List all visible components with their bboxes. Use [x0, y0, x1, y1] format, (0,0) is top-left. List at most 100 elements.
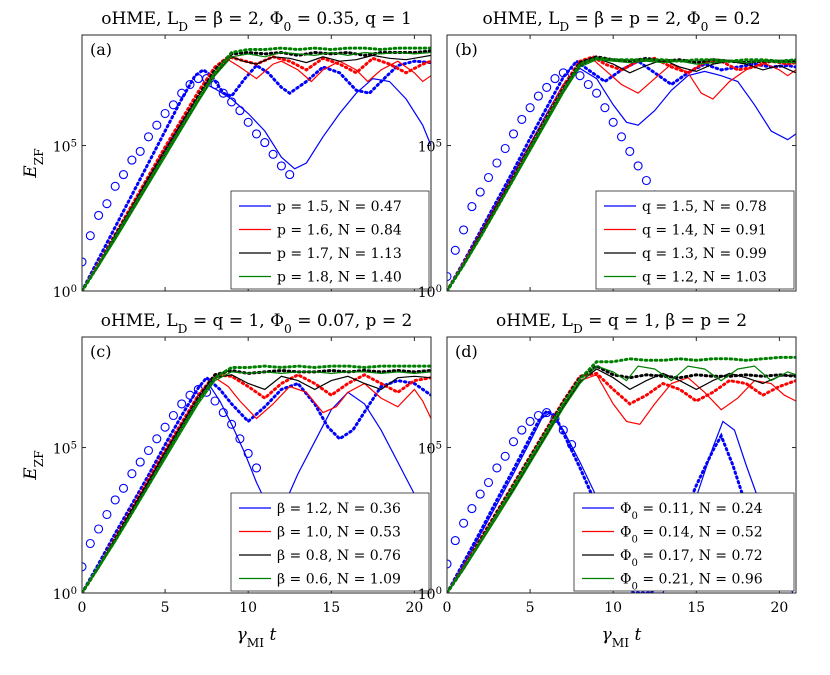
- series-marker: [447, 271, 452, 282]
- y-tick-label: 100: [53, 586, 77, 604]
- series-marker: [94, 524, 104, 534]
- series-marker: [542, 82, 552, 92]
- y-tick-label: 105: [418, 138, 442, 156]
- series-group: [447, 55, 796, 291]
- series-line-dotted: [82, 49, 431, 291]
- series-marker: [160, 108, 170, 119]
- series-marker: [517, 114, 527, 124]
- x-tick-label: 20: [770, 600, 788, 616]
- series-marker: [600, 103, 610, 113]
- x-tick-label: 15: [322, 600, 340, 616]
- legend-label: p = 1.8, N = 1.40: [277, 270, 402, 286]
- x-tick-label: 0: [78, 600, 87, 616]
- y-tick-label: 105: [53, 138, 77, 156]
- legend-label: Φ0 = 0.17, N = 0.72: [620, 548, 763, 569]
- y-tick-label: 100: [53, 284, 77, 302]
- series-line-dotted: [82, 375, 431, 593]
- series-line-dotted: [82, 46, 431, 291]
- series-marker: [533, 410, 543, 421]
- series-marker: [227, 97, 237, 107]
- series-marker: [118, 483, 129, 493]
- y-axis-label: EZF: [21, 450, 46, 480]
- legend-label: q = 1.3, N = 0.99: [642, 246, 767, 262]
- panel-title: oHME, LD = q = 1, Φ0 = 0.07, p = 2: [101, 311, 413, 336]
- series-marker: [251, 463, 262, 473]
- series-marker: [94, 210, 104, 220]
- series-group: [447, 355, 796, 593]
- series-group: [82, 46, 431, 291]
- x-tick-label: 10: [239, 600, 257, 616]
- legend-label: β = 0.6, N = 1.09: [277, 572, 401, 588]
- series-marker: [583, 79, 593, 90]
- series-marker: [185, 79, 195, 90]
- legend-label: β = 1.0, N = 0.53: [277, 525, 401, 541]
- series-marker: [152, 120, 162, 130]
- series-marker: [102, 509, 112, 520]
- series-marker: [492, 158, 502, 168]
- series-marker: [558, 425, 568, 435]
- x-axis-label: γMI t: [602, 625, 642, 650]
- series-marker: [447, 559, 452, 569]
- series-marker: [177, 88, 187, 98]
- panel-title: oHME, LD = q = 1, β = p = 2: [496, 311, 747, 336]
- axes-box: [81, 336, 432, 594]
- series-marker: [82, 562, 87, 572]
- series-marker: [218, 408, 228, 418]
- series-marker: [268, 149, 278, 159]
- series-marker: [450, 536, 460, 546]
- series-marker: [542, 408, 552, 418]
- panel-label: (d): [455, 342, 478, 361]
- legend: β = 1.2, N = 0.36 β = 1.0, N = 0.53 β = 0.…: [230, 492, 430, 592]
- legend-box: [230, 190, 430, 290]
- series-marker: [135, 146, 145, 156]
- series-marker: [483, 172, 494, 183]
- panel-b: oHME, LD = β = p = 2, Φ0 = 0.2 100 105 (b) q…: [418, 9, 797, 301]
- series-marker: [168, 100, 178, 110]
- series-marker: [251, 129, 262, 139]
- series-marker: [508, 437, 519, 447]
- series-marker: [592, 88, 602, 98]
- axes-box: [81, 34, 432, 292]
- series-marker: [243, 448, 253, 458]
- panel-title: oHME, LD = β = 2, Φ0 = 0.35, q = 1: [101, 9, 412, 34]
- series-marker: [459, 225, 469, 235]
- legend-label: p = 1.7, N = 1.13: [277, 246, 402, 262]
- series-marker: [508, 129, 519, 139]
- series-marker: [102, 199, 112, 209]
- legend: p = 1.5, N = 0.47 p = 1.6, N = 0.84 p = 1.…: [230, 190, 430, 290]
- legend-label: β = 1.2, N = 0.36: [277, 501, 401, 517]
- series-line-dotted: [82, 364, 431, 593]
- series-marker: [500, 143, 510, 154]
- series-group: [82, 364, 431, 593]
- series-marker: [210, 396, 220, 406]
- x-tick-label: 5: [161, 600, 170, 616]
- series-marker: [110, 495, 120, 505]
- series-marker: [235, 434, 245, 444]
- series-marker: [641, 175, 651, 186]
- legend-label: Φ0 = 0.21, N = 0.96: [620, 572, 763, 593]
- series-marker: [118, 170, 129, 180]
- legend-label: Φ0 = 0.14, N = 0.52: [620, 525, 763, 546]
- series-marker: [193, 74, 203, 84]
- panel-a: oHME, LD = β = 2, Φ0 = 0.35, q = 1 100 105…: [21, 9, 432, 302]
- series-marker: [459, 518, 469, 528]
- legend-label: p = 1.6, N = 0.84: [277, 223, 402, 239]
- series-marker: [525, 103, 535, 113]
- series-marker: [143, 132, 154, 142]
- axes-box: [446, 34, 797, 292]
- x-tick-label: 0: [443, 600, 452, 616]
- series-marker: [517, 425, 527, 435]
- series-marker: [218, 88, 228, 98]
- y-tick-label: 100: [418, 586, 442, 604]
- series-marker: [475, 489, 485, 499]
- series-marker: [227, 419, 237, 429]
- series-marker: [575, 71, 585, 81]
- y-axis-label: EZF: [21, 148, 46, 178]
- panel-label: (a): [90, 40, 112, 59]
- series-marker: [110, 181, 120, 191]
- series-marker: [567, 440, 577, 450]
- panel-title: oHME, LD = β = p = 2, Φ0 = 0.2: [482, 9, 760, 34]
- legend-label: q = 1.4, N = 0.91: [642, 223, 767, 239]
- series-marker: [550, 74, 560, 84]
